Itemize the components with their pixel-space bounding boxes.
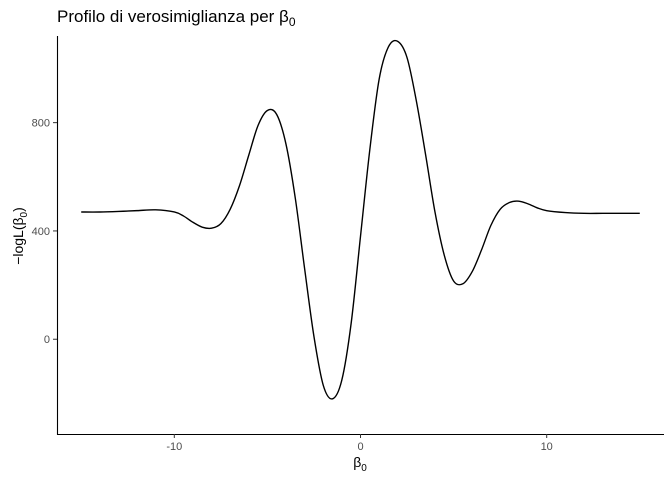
chart-title-symbol: β	[279, 7, 289, 26]
y-axis-title-subscript: 0	[19, 211, 30, 217]
chart-title-subscript: 0	[289, 15, 296, 29]
chart-title-text: Profilo di verosimiglianza per	[57, 7, 279, 26]
x-tick-label: 10	[541, 441, 553, 453]
x-tick-label: 0	[357, 441, 363, 453]
x-axis-title: β0	[353, 454, 367, 474]
y-axis-title-suffix: )	[10, 207, 26, 212]
y-tick-label: 800	[32, 118, 50, 130]
y-axis-title-prefix: −logL(	[10, 225, 26, 265]
likelihood-profile-line	[81, 39, 640, 400]
y-tick-label: 400	[32, 226, 50, 238]
y-axis-title-symbol: β	[10, 217, 26, 225]
x-axis-title-subscript: 0	[361, 463, 367, 474]
x-tick-label: -10	[166, 441, 182, 453]
y-tick-label: 0	[44, 334, 50, 346]
y-axis-title: −logL(β0)	[10, 207, 30, 265]
chart-title: Profilo di verosimiglianza per β0	[57, 7, 296, 29]
ticks: -10 0 10 0 400 800	[32, 118, 553, 453]
x-axis-title-symbol: β	[353, 454, 361, 470]
